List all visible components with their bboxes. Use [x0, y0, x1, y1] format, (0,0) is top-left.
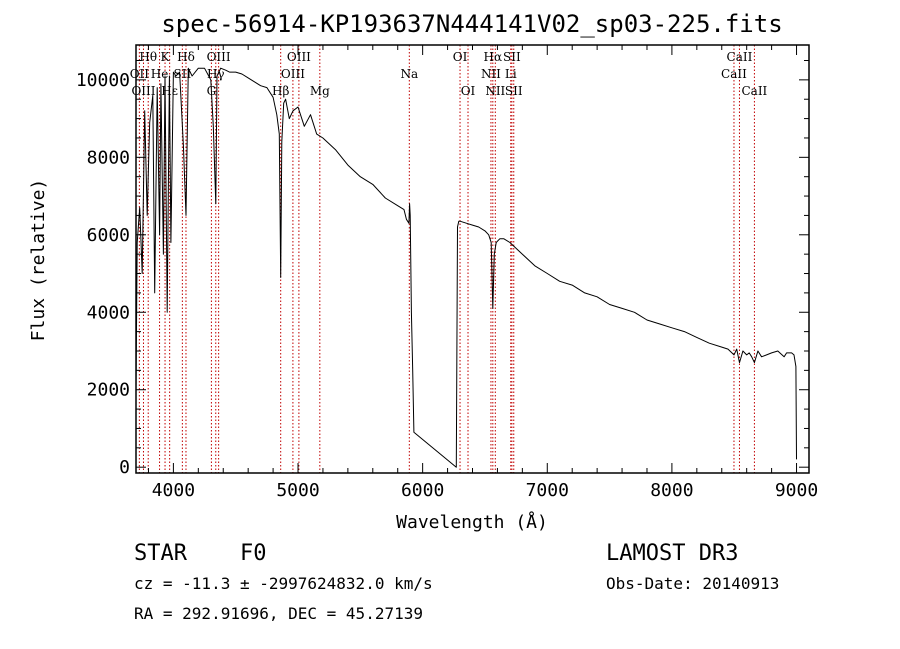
spectrum-series [135, 67, 797, 468]
x-tick-label: 9000 [775, 480, 818, 501]
y-tick-label: 2000 [87, 380, 130, 401]
y-axis-label: Flux (relative) [28, 179, 49, 342]
line-label: OIII [131, 84, 155, 98]
line-label: OIII [207, 50, 231, 64]
line-label: OI [461, 84, 476, 98]
chart-title: spec-56914-KP193637N444141V02_sp03-225.f… [161, 10, 782, 38]
y-tick-label: 6000 [87, 225, 130, 246]
x-tick-label: 6000 [401, 480, 444, 501]
line-label: NII [485, 84, 505, 98]
object-type: STAR [134, 541, 188, 566]
y-tick-label: 8000 [87, 147, 130, 168]
line-label: CaII [741, 84, 767, 98]
line-label: Mg [310, 84, 330, 98]
line-label: NII [481, 67, 501, 81]
line-label: Hα [484, 50, 503, 64]
line-label: OII [130, 67, 150, 81]
x-axis-ticks: 4000 5000 6000 7000 8000 9000 [147, 45, 818, 501]
line-label: SII [174, 67, 192, 81]
obs-date: Obs-Date: 20140913 [606, 574, 779, 593]
line-label: Li [505, 67, 517, 81]
line-label: He [151, 67, 169, 81]
x-axis-label: Wavelength (Å) [396, 511, 548, 533]
line-label: OIII [287, 50, 311, 64]
redshift-text: cz = -11.3 ± -2997624832.0 km/s [134, 574, 433, 593]
survey-name: LAMOST DR3 [606, 541, 738, 566]
line-label: Hβ [272, 84, 289, 98]
y-tick-label: 4000 [87, 302, 130, 323]
x-tick-label: 8000 [650, 480, 693, 501]
coordinates: RA = 292.91696, DEC = 45.27139 [134, 604, 423, 623]
object-subclass: F0 [240, 541, 267, 566]
emission-line-labels: HθOIIOIIIHeKHεSIIHδGHγOIIIHβOIIIOIIIMgNa… [130, 50, 768, 98]
line-label: K [161, 50, 171, 64]
line-label: Hδ [177, 50, 195, 64]
plot-frame [135, 44, 810, 474]
line-label: OI [453, 50, 468, 64]
x-tick-label: 5000 [276, 480, 319, 501]
x-tick-label: 7000 [526, 480, 569, 501]
line-label: Hθ [139, 50, 157, 64]
y-axis-ticks: 0 2000 4000 6000 8000 10000 [76, 59, 809, 478]
x-tick-label: 4000 [152, 480, 195, 501]
emission-line-markers [138, 45, 755, 473]
y-tick-label: 0 [119, 457, 130, 478]
line-label: Na [400, 67, 418, 81]
line-label: CaII [727, 50, 753, 64]
y-tick-label: 10000 [76, 70, 130, 91]
line-label: Hγ [207, 67, 225, 81]
line-label: SII [503, 50, 521, 64]
line-label: CaII [721, 67, 747, 81]
line-label: SII [505, 84, 523, 98]
spectrum-line [135, 67, 797, 468]
line-label: OIII [281, 67, 305, 81]
